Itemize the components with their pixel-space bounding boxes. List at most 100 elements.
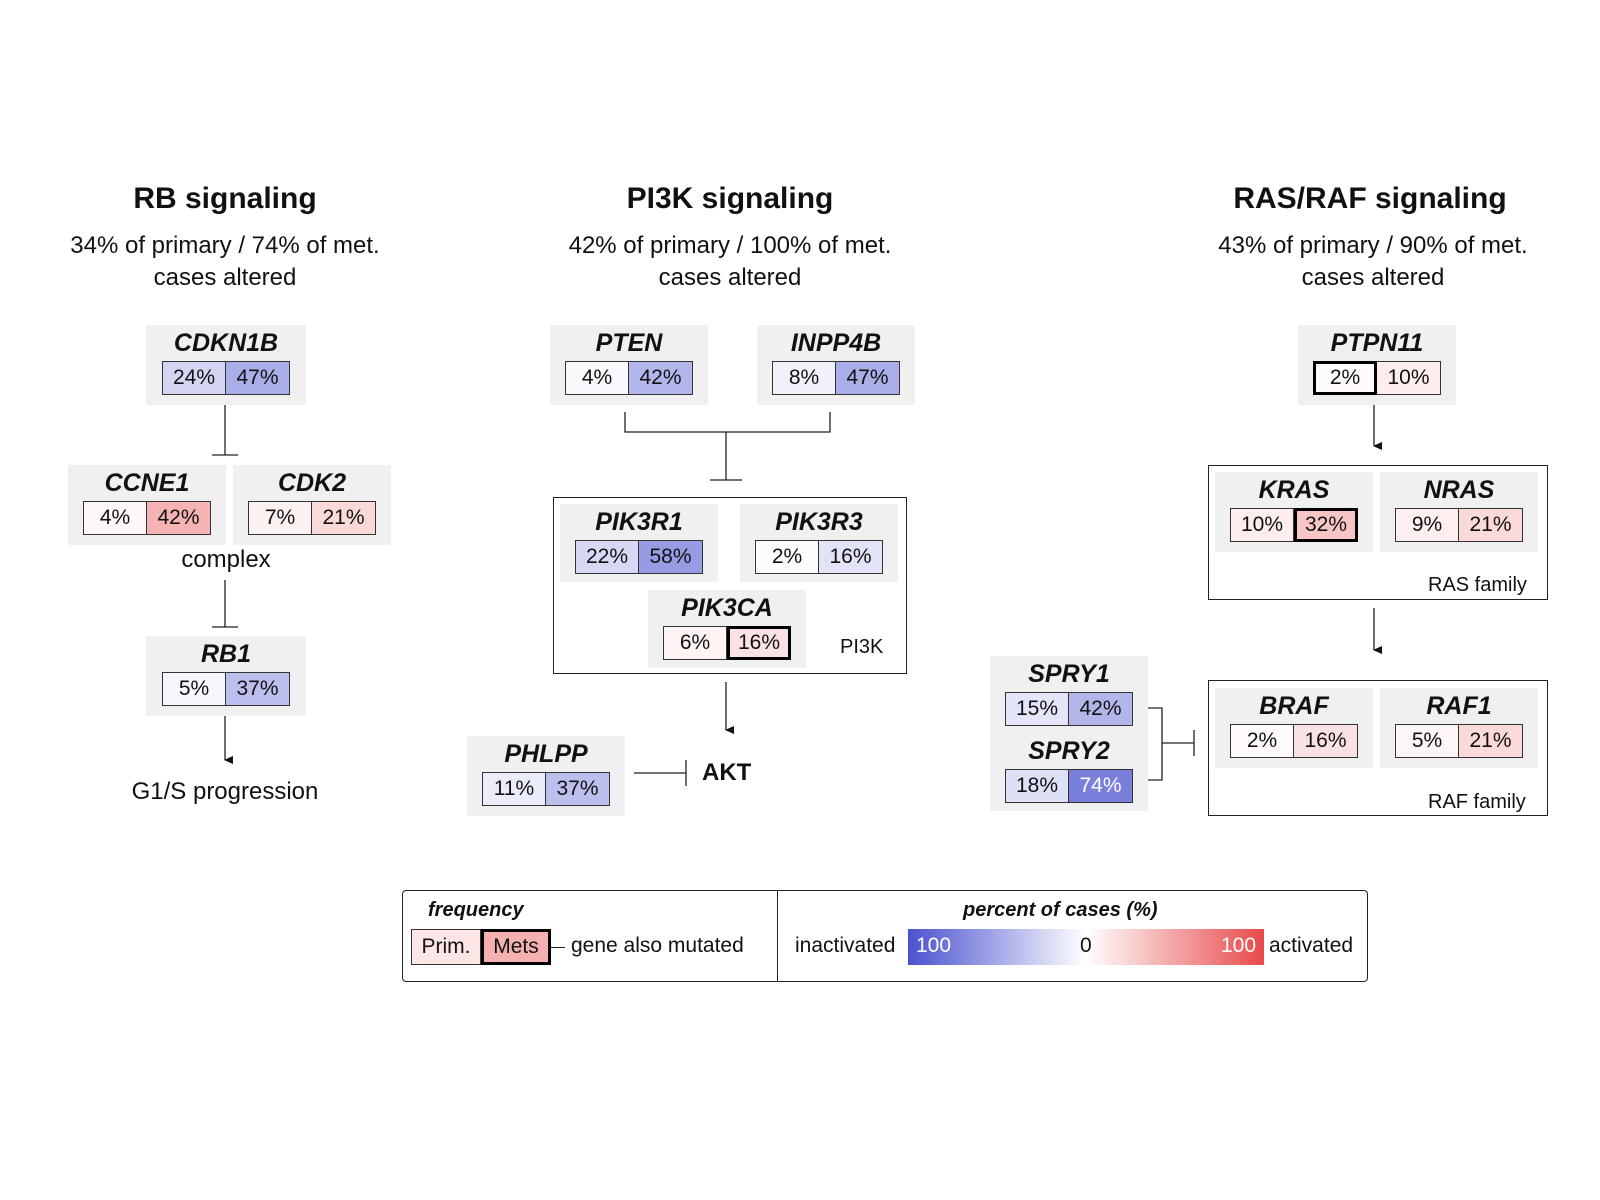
- metastasis-frequency-cell: 16%: [727, 626, 791, 660]
- primary-frequency-cell: 15%: [1005, 692, 1069, 726]
- primary-frequency-cell: 5%: [162, 672, 226, 706]
- ras-family-frame: [1208, 465, 1548, 600]
- metastasis-frequency-cell: 16%: [819, 540, 883, 574]
- primary-frequency-cell: 22%: [575, 540, 639, 574]
- gene-name: CDKN1B: [173, 329, 279, 357]
- ras-subtitle-line1: 43% of primary / 90% of met.: [1218, 232, 1528, 259]
- gene-box-inpp4b: INPP4B 8% 47%: [757, 325, 915, 405]
- primary-frequency-cell: 24%: [162, 361, 226, 395]
- ras-subtitle-line2: cases altered: [1301, 264, 1445, 291]
- frequency-cells: 10% 32%: [1215, 508, 1373, 542]
- g1s-progression-label: G1/S progression: [131, 778, 319, 805]
- gene-box-rb1: RB1 5% 37%: [146, 636, 306, 716]
- pi3k-section-title: PI3K signaling: [626, 182, 834, 215]
- metastasis-frequency-cell: 47%: [226, 361, 290, 395]
- metastasis-frequency-cell: 42%: [147, 501, 211, 535]
- gene-name: BRAF: [1259, 692, 1329, 720]
- frequency-cells: 11% 37%: [467, 772, 625, 806]
- legend-mets-cell: Mets: [481, 929, 551, 965]
- gene-box-spry2: SPRY2 18% 74%: [990, 733, 1148, 811]
- frequency-cells: 4% 42%: [550, 361, 708, 395]
- gene-name: RAF1: [1426, 692, 1492, 720]
- primary-frequency-cell: 4%: [83, 501, 147, 535]
- primary-frequency-cell: 8%: [772, 361, 836, 395]
- gene-name: NRAS: [1423, 476, 1495, 504]
- frequency-cells: 24% 47%: [146, 361, 306, 395]
- rb-section-title: RB signaling: [133, 182, 317, 215]
- gene-box-pten: PTEN 4% 42%: [550, 325, 708, 405]
- legend-mutated-connector: [551, 947, 565, 948]
- metastasis-frequency-cell: 21%: [312, 501, 376, 535]
- frequency-cells: 5% 37%: [146, 672, 306, 706]
- bracket-pten-inpp4b: [624, 412, 831, 433]
- legend-frequency-title: frequency: [428, 899, 524, 921]
- gene-box-raf1: RAF1 5% 21%: [1380, 688, 1538, 768]
- pi3k-complex-label: PI3K: [840, 636, 884, 658]
- frequency-cells: 8% 47%: [757, 361, 915, 395]
- gene-name: PIK3CA: [681, 594, 773, 622]
- gene-box-ptpn11: PTPN11 2% 10%: [1298, 325, 1456, 405]
- legend-divider: [777, 891, 778, 981]
- primary-frequency-cell: 6%: [663, 626, 727, 660]
- primary-frequency-cell: 5%: [1395, 724, 1459, 758]
- gene-name: PIK3R3: [775, 508, 863, 536]
- gene-box-spry1: SPRY1 15% 42%: [990, 656, 1148, 734]
- primary-frequency-cell: 9%: [1395, 508, 1459, 542]
- metastasis-frequency-cell: 10%: [1377, 361, 1441, 395]
- frequency-cells: 15% 42%: [990, 692, 1148, 726]
- legend-color-scale: [908, 929, 1264, 965]
- gene-name: PTEN: [595, 329, 663, 357]
- legend-inactivated-text: inactivated: [795, 934, 896, 957]
- metastasis-frequency-cell: 47%: [836, 361, 900, 395]
- primary-frequency-cell: 4%: [565, 361, 629, 395]
- metastasis-frequency-cell: 58%: [639, 540, 703, 574]
- primary-frequency-cell: 2%: [1313, 361, 1377, 395]
- legend-percent-title: percent of cases (%): [963, 899, 1158, 921]
- gene-box-cdkn1b: CDKN1B 24% 47%: [146, 325, 306, 405]
- frequency-cells: 22% 58%: [560, 540, 718, 574]
- gene-name: PIK3R1: [595, 508, 683, 536]
- primary-frequency-cell: 11%: [482, 772, 546, 806]
- metastasis-frequency-cell: 42%: [629, 361, 693, 395]
- frequency-cells: 6% 16%: [648, 626, 806, 660]
- gene-box-phlpp: PHLPP 11% 37%: [467, 736, 625, 816]
- complex-label: complex: [181, 546, 271, 573]
- frequency-cells: 2% 16%: [1215, 724, 1373, 758]
- primary-frequency-cell: 7%: [248, 501, 312, 535]
- gene-box-ccne1: CCNE1 4% 42%: [68, 465, 226, 545]
- primary-frequency-cell: 2%: [1230, 724, 1294, 758]
- metastasis-frequency-cell: 74%: [1069, 769, 1133, 803]
- metastasis-frequency-cell: 16%: [1294, 724, 1358, 758]
- gene-name: PTPN11: [1330, 329, 1424, 357]
- gene-box-pik3r3: PIK3R3 2% 16%: [740, 504, 898, 582]
- metastasis-frequency-cell: 32%: [1294, 508, 1358, 542]
- gene-box-pik3r1: PIK3R1 22% 58%: [560, 504, 718, 582]
- primary-frequency-cell: 18%: [1005, 769, 1069, 803]
- frequency-cells: 7% 21%: [233, 501, 391, 535]
- gene-name: CDK2: [277, 469, 347, 497]
- legend-prim-cell: Prim.: [411, 929, 481, 965]
- frequency-cells: 18% 74%: [990, 769, 1148, 803]
- raf-family-frame: [1208, 680, 1548, 816]
- gene-box-kras: KRAS 10% 32%: [1215, 472, 1373, 552]
- ras-family-label: RAS family: [1428, 574, 1527, 596]
- raf-family-label: RAF family: [1428, 791, 1526, 813]
- rb-section-subtitle: 34% of primary / 74% of met. cases alter…: [30, 230, 420, 294]
- legend-box: frequency Prim. Mets gene also mutated p…: [402, 890, 1368, 982]
- gene-name: RB1: [200, 640, 251, 668]
- metastasis-frequency-cell: 37%: [226, 672, 290, 706]
- gene-name: INPP4B: [790, 329, 882, 357]
- ras-section-subtitle: 43% of primary / 90% of met. cases alter…: [1168, 230, 1578, 294]
- metastasis-frequency-cell: 37%: [546, 772, 610, 806]
- rb-subtitle-line2: cases altered: [153, 264, 297, 291]
- pi3k-subtitle-line2: cases altered: [658, 264, 802, 291]
- frequency-cells: 2% 10%: [1298, 361, 1456, 395]
- gene-box-nras: NRAS 9% 21%: [1380, 472, 1538, 552]
- metastasis-frequency-cell: 21%: [1459, 508, 1523, 542]
- pi3k-complex-frame: [553, 497, 907, 674]
- akt-label: AKT: [702, 759, 752, 786]
- gene-name: PHLPP: [504, 740, 588, 768]
- frequency-cells: 4% 42%: [68, 501, 226, 535]
- pi3k-section-subtitle: 42% of primary / 100% of met. cases alte…: [525, 230, 935, 294]
- frequency-cells: 5% 21%: [1380, 724, 1538, 758]
